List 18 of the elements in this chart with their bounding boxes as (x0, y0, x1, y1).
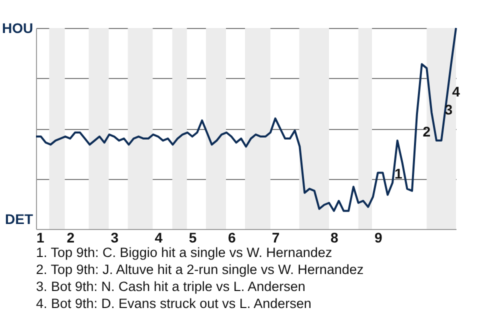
annotation: 2 (422, 124, 431, 140)
annotation: 1 (394, 166, 402, 182)
text: 2. Top 9th: J. Altuve hit a 2-run single vs W. Hernandez (36, 261, 364, 278)
text: HOU (2, 20, 34, 36)
x-tick-label: 6 (228, 230, 236, 246)
x-tick-label: 9 (374, 230, 382, 246)
x-tick-label: 7 (272, 230, 280, 246)
text: DET (5, 211, 33, 227)
text: 1. Top 9th: C. Biggio hit a single vs W. Hernandez (36, 244, 334, 261)
text: 4. Bot 9th: D. Evans struck out vs L. Andersen (36, 295, 312, 312)
x-tick-label: 2 (66, 230, 75, 246)
x-tick-label: 1 (36, 230, 44, 246)
x-tick-label: 3 (110, 230, 119, 246)
x-tick-label: 5 (188, 230, 197, 246)
x-tick-label: 4 (154, 230, 163, 246)
x-tick-label: 8 (330, 230, 339, 246)
annotation: 4 (452, 83, 460, 100)
text: 3. Bot 9th: N. Cash hit a triple vs L. Andersen (36, 278, 306, 295)
